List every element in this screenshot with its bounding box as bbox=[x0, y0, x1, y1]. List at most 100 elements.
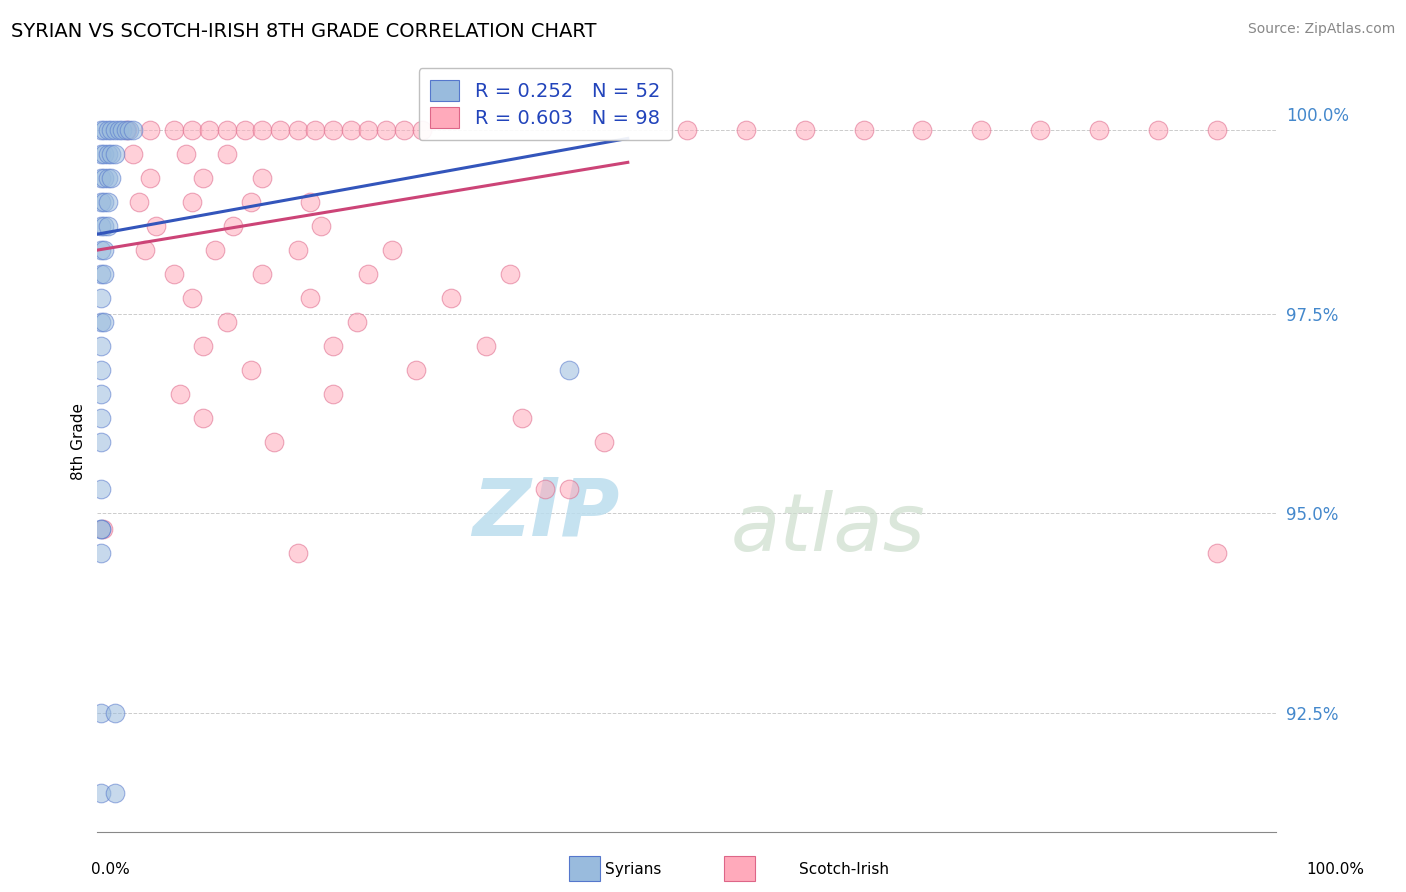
Point bbox=[174, 147, 197, 161]
Y-axis label: 8th Grade: 8th Grade bbox=[72, 403, 86, 480]
Point bbox=[1206, 123, 1229, 137]
Point bbox=[357, 123, 380, 137]
Point bbox=[558, 483, 581, 497]
Text: 0.0%: 0.0% bbox=[91, 863, 131, 877]
Point bbox=[100, 123, 122, 137]
Point bbox=[180, 291, 202, 305]
Point bbox=[180, 123, 202, 137]
Text: ZIP: ZIP bbox=[471, 475, 619, 552]
Point bbox=[215, 315, 238, 329]
Point bbox=[163, 267, 186, 281]
Point bbox=[97, 147, 120, 161]
Point bbox=[252, 267, 274, 281]
Point bbox=[499, 267, 522, 281]
Point bbox=[405, 363, 427, 377]
Point bbox=[104, 706, 127, 720]
Point bbox=[90, 243, 112, 257]
Point bbox=[1147, 123, 1170, 137]
Text: SYRIAN VS SCOTCH-IRISH 8TH GRADE CORRELATION CHART: SYRIAN VS SCOTCH-IRISH 8TH GRADE CORRELA… bbox=[11, 22, 596, 41]
Point bbox=[252, 123, 274, 137]
Point bbox=[793, 123, 815, 137]
Point bbox=[239, 363, 262, 377]
Point bbox=[90, 785, 112, 799]
Point bbox=[970, 123, 993, 137]
Point bbox=[1206, 546, 1229, 560]
Point bbox=[510, 410, 533, 425]
Point bbox=[180, 195, 202, 210]
Point bbox=[339, 123, 361, 137]
Point bbox=[357, 267, 380, 281]
Point bbox=[90, 195, 112, 210]
Point bbox=[90, 315, 112, 329]
Point bbox=[311, 219, 333, 234]
Point bbox=[97, 219, 120, 234]
Point bbox=[734, 123, 756, 137]
Point bbox=[93, 195, 115, 210]
Text: atlas: atlas bbox=[731, 491, 925, 568]
Point bbox=[97, 123, 120, 137]
Point bbox=[97, 195, 120, 210]
Point bbox=[852, 123, 875, 137]
Point bbox=[375, 123, 398, 137]
Point bbox=[139, 123, 162, 137]
Point bbox=[90, 410, 112, 425]
Point bbox=[346, 315, 368, 329]
Point bbox=[239, 195, 262, 210]
Point bbox=[90, 522, 112, 536]
Point bbox=[145, 219, 167, 234]
Point bbox=[163, 123, 186, 137]
Point bbox=[198, 123, 221, 137]
Point bbox=[115, 123, 138, 137]
Point bbox=[411, 123, 433, 137]
Point bbox=[534, 483, 557, 497]
Point bbox=[93, 243, 115, 257]
Point bbox=[169, 386, 191, 401]
Point bbox=[558, 363, 581, 377]
Point bbox=[104, 147, 127, 161]
Point bbox=[193, 339, 215, 353]
Point bbox=[287, 123, 309, 137]
Point bbox=[90, 706, 112, 720]
Point bbox=[90, 291, 112, 305]
Point bbox=[118, 123, 141, 137]
Point bbox=[139, 171, 162, 186]
Point bbox=[90, 363, 112, 377]
Point bbox=[104, 785, 127, 799]
Point bbox=[97, 171, 120, 186]
Point bbox=[90, 522, 112, 536]
Point bbox=[392, 123, 415, 137]
Point bbox=[269, 123, 291, 137]
Point bbox=[128, 195, 150, 210]
Point bbox=[215, 123, 238, 137]
Point bbox=[90, 267, 112, 281]
Text: Source: ZipAtlas.com: Source: ZipAtlas.com bbox=[1247, 22, 1395, 37]
Point bbox=[1088, 123, 1111, 137]
Point bbox=[440, 291, 463, 305]
Point bbox=[90, 171, 112, 186]
Point bbox=[90, 339, 112, 353]
Point bbox=[93, 123, 115, 137]
Point bbox=[675, 123, 697, 137]
Point bbox=[121, 147, 143, 161]
Point bbox=[193, 171, 215, 186]
Point bbox=[298, 291, 321, 305]
Point bbox=[93, 147, 115, 161]
Point bbox=[93, 315, 115, 329]
Text: Syrians: Syrians bbox=[605, 863, 661, 877]
Point bbox=[100, 147, 122, 161]
Point bbox=[93, 219, 115, 234]
Point bbox=[381, 243, 404, 257]
Point bbox=[1029, 123, 1052, 137]
Point bbox=[322, 123, 344, 137]
Text: Scotch-Irish: Scotch-Irish bbox=[799, 863, 889, 877]
Text: 100.0%: 100.0% bbox=[1306, 863, 1364, 877]
Point bbox=[90, 386, 112, 401]
Point bbox=[107, 123, 129, 137]
Point bbox=[100, 171, 122, 186]
Point bbox=[215, 147, 238, 161]
Point bbox=[90, 123, 112, 137]
Point bbox=[222, 219, 245, 234]
Point bbox=[911, 123, 934, 137]
Point bbox=[263, 434, 285, 449]
Point bbox=[233, 123, 256, 137]
